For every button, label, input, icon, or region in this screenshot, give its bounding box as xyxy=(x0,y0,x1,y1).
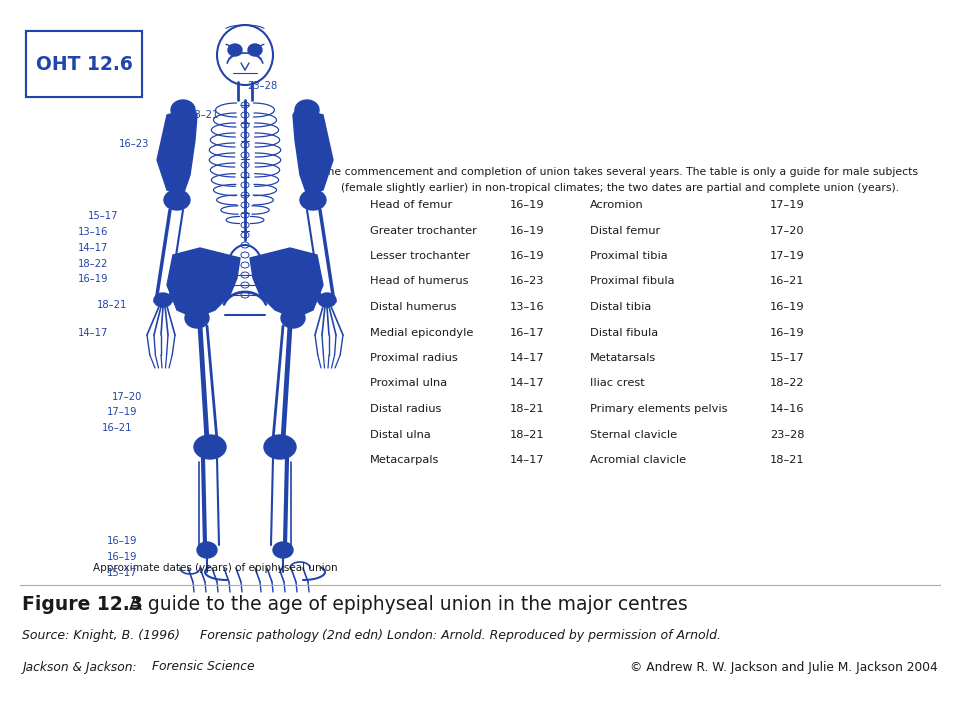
Ellipse shape xyxy=(228,44,242,56)
Text: 17–19: 17–19 xyxy=(107,407,137,417)
Text: Head of femur: Head of femur xyxy=(370,200,452,210)
Text: Proximal ulna: Proximal ulna xyxy=(370,379,447,389)
Text: Primary elements pelvis: Primary elements pelvis xyxy=(590,404,728,414)
Text: Sternal clavicle: Sternal clavicle xyxy=(590,430,677,439)
Text: 17–20: 17–20 xyxy=(111,392,142,402)
Text: 16–19: 16–19 xyxy=(510,200,544,210)
Text: 16–19: 16–19 xyxy=(770,328,804,338)
Text: Acromion: Acromion xyxy=(590,200,644,210)
Text: 17–20: 17–20 xyxy=(770,225,804,235)
Ellipse shape xyxy=(171,100,195,120)
Text: Metacarpals: Metacarpals xyxy=(370,455,440,465)
Text: Acromial clavicle: Acromial clavicle xyxy=(590,455,686,465)
Text: Distal humerus: Distal humerus xyxy=(370,302,457,312)
Text: 18–21: 18–21 xyxy=(188,110,219,120)
Text: 23–28: 23–28 xyxy=(248,81,278,91)
FancyBboxPatch shape xyxy=(26,31,142,97)
Text: Proximal fibula: Proximal fibula xyxy=(590,276,675,287)
Text: Distal femur: Distal femur xyxy=(590,225,660,235)
Text: 18–21: 18–21 xyxy=(510,430,544,439)
Ellipse shape xyxy=(154,293,172,307)
Text: 16–19: 16–19 xyxy=(510,251,544,261)
Text: 16–19: 16–19 xyxy=(107,552,137,562)
Text: Iliac crest: Iliac crest xyxy=(590,379,645,389)
Text: OHT 12.6: OHT 12.6 xyxy=(36,55,132,73)
Text: 16–23: 16–23 xyxy=(118,139,149,149)
Ellipse shape xyxy=(295,100,319,120)
Text: Distal ulna: Distal ulna xyxy=(370,430,431,439)
Text: 16–19: 16–19 xyxy=(78,274,108,284)
Polygon shape xyxy=(157,108,197,195)
Text: Jackson & Jackson:: Jackson & Jackson: xyxy=(22,660,140,673)
Text: Proximal tibia: Proximal tibia xyxy=(590,251,667,261)
Text: 13–16: 13–16 xyxy=(78,227,108,237)
Text: 16–21: 16–21 xyxy=(102,423,132,433)
Text: 16–19: 16–19 xyxy=(770,302,804,312)
Text: Proximal radius: Proximal radius xyxy=(370,353,458,363)
Text: 18–22: 18–22 xyxy=(770,379,804,389)
Text: The commencement and completion of union takes several years. The table is only : The commencement and completion of union… xyxy=(322,167,919,177)
Text: 16–19: 16–19 xyxy=(107,536,137,546)
Text: Distal radius: Distal radius xyxy=(370,404,442,414)
Text: 13–16: 13–16 xyxy=(510,302,544,312)
Text: Source: Knight, B. (1996): Source: Knight, B. (1996) xyxy=(22,629,184,642)
Text: 17–19: 17–19 xyxy=(770,200,804,210)
Text: 14–17: 14–17 xyxy=(510,455,544,465)
Text: 16–19: 16–19 xyxy=(510,225,544,235)
Ellipse shape xyxy=(185,308,209,328)
Text: Distal fibula: Distal fibula xyxy=(590,328,659,338)
Polygon shape xyxy=(293,108,333,195)
Text: 18–21: 18–21 xyxy=(510,404,544,414)
Text: 23–28: 23–28 xyxy=(770,430,804,439)
Text: 14–17: 14–17 xyxy=(78,328,108,338)
Text: 18–21: 18–21 xyxy=(97,300,128,310)
Text: 14–17: 14–17 xyxy=(510,353,544,363)
Ellipse shape xyxy=(300,190,326,210)
Ellipse shape xyxy=(264,435,296,459)
Polygon shape xyxy=(250,248,323,318)
Text: Forensic pathology: Forensic pathology xyxy=(200,629,319,642)
Text: 16–23: 16–23 xyxy=(510,276,544,287)
Text: Greater trochanter: Greater trochanter xyxy=(370,225,477,235)
Ellipse shape xyxy=(318,293,336,307)
Ellipse shape xyxy=(273,542,293,558)
Text: (2nd edn) London: Arnold. Reproduced by permission of Arnold.: (2nd edn) London: Arnold. Reproduced by … xyxy=(318,629,721,642)
Text: 15–17: 15–17 xyxy=(770,353,804,363)
Text: 18–21: 18–21 xyxy=(770,455,804,465)
Ellipse shape xyxy=(197,542,217,558)
Text: 15–17: 15–17 xyxy=(107,568,137,578)
Text: 14–17: 14–17 xyxy=(510,379,544,389)
Text: 14–17: 14–17 xyxy=(78,243,108,253)
Text: Distal tibia: Distal tibia xyxy=(590,302,651,312)
Ellipse shape xyxy=(281,308,305,328)
Text: Figure 12.3: Figure 12.3 xyxy=(22,595,143,614)
Text: 14–16: 14–16 xyxy=(770,404,804,414)
Text: Head of humerus: Head of humerus xyxy=(370,276,468,287)
Text: 18–22: 18–22 xyxy=(78,258,108,269)
Text: Medial epicondyle: Medial epicondyle xyxy=(370,328,473,338)
Text: Lesser trochanter: Lesser trochanter xyxy=(370,251,470,261)
Text: Metatarsals: Metatarsals xyxy=(590,353,657,363)
Text: A guide to the age of epiphyseal union in the major centres: A guide to the age of epiphyseal union i… xyxy=(117,595,687,614)
Text: 17–19: 17–19 xyxy=(770,251,804,261)
Ellipse shape xyxy=(164,190,190,210)
Text: © Andrew R. W. Jackson and Julie M. Jackson 2004: © Andrew R. W. Jackson and Julie M. Jack… xyxy=(631,660,938,673)
Text: 16–21: 16–21 xyxy=(770,276,804,287)
Text: 16–17: 16–17 xyxy=(510,328,544,338)
Text: OHT 12.6: OHT 12.6 xyxy=(36,55,132,73)
Text: Forensic Science: Forensic Science xyxy=(152,660,254,673)
FancyBboxPatch shape xyxy=(26,31,142,97)
Text: 15–17: 15–17 xyxy=(87,211,118,221)
Ellipse shape xyxy=(194,435,226,459)
Ellipse shape xyxy=(248,44,262,56)
Polygon shape xyxy=(167,248,240,318)
Text: (female slightly earlier) in non-tropical climates; the two dates are partial an: (female slightly earlier) in non-tropica… xyxy=(341,183,900,193)
Text: Approximate dates (years) of epiphyseal union: Approximate dates (years) of epiphyseal … xyxy=(93,563,337,573)
